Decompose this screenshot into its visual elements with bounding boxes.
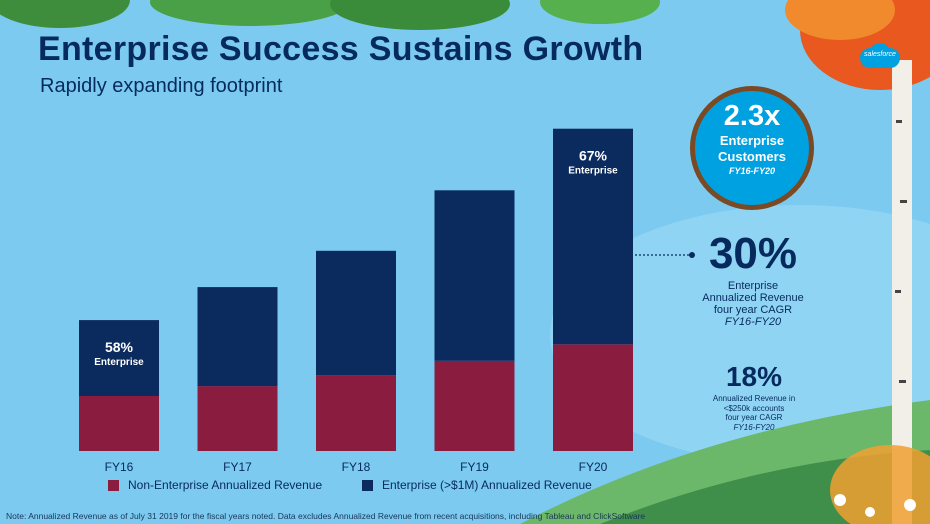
small-accounts-cagr-stat: 18% Annualized Revenue in <$250k account… <box>700 360 808 432</box>
footnote: Note: Annualized Revenue as of July 31 2… <box>6 511 646 521</box>
badge-period: FY16-FY20 <box>728 166 776 176</box>
salesforce-logo: salesforce <box>857 42 903 72</box>
connector-dot <box>689 252 695 258</box>
legend-item-non-enterprise: Non-Enterprise Annualized Revenue <box>108 478 322 492</box>
enterprise-customers-badge: 2.3x Enterprise Customers FY16-FY20 <box>690 86 814 210</box>
stat-line: Annualized Revenue in <box>712 394 796 403</box>
foliage <box>0 0 130 28</box>
badge-value: 2.3x <box>723 100 781 132</box>
legend-label: Non-Enterprise Annualized Revenue <box>128 478 323 492</box>
legend-item-enterprise: Enterprise (>$1M) Annualized Revenue <box>362 478 592 492</box>
bar-enterprise <box>197 287 278 387</box>
birch-trunk <box>892 60 912 524</box>
x-tick-label: FY18 <box>342 460 371 474</box>
bar-non-enterprise <box>197 386 278 451</box>
stat-period: FY16-FY20 <box>733 422 775 432</box>
badge-label: Enterprise Customers <box>718 133 786 164</box>
stat-line: four year CAGR <box>713 304 793 316</box>
cloud-icon <box>860 43 900 68</box>
x-tick-label: FY19 <box>460 460 489 474</box>
data-label-text: Enterprise <box>568 166 618 177</box>
stat-value: 30% <box>708 229 798 278</box>
bar-enterprise <box>316 250 396 376</box>
legend-swatch <box>108 479 119 491</box>
x-tick-label: FY16 <box>105 460 134 474</box>
legend-label: Enterprise (>$1M) Annualized Revenue <box>382 478 592 492</box>
stat-line: <$250k accounts <box>723 403 785 413</box>
bar-non-enterprise <box>434 360 515 451</box>
data-label-percent: 58% <box>105 339 134 355</box>
logo-text: salesforce <box>864 51 896 58</box>
page-title: Enterprise Success Sustains Growth <box>38 30 644 68</box>
bar-non-enterprise <box>79 396 159 451</box>
bar-enterprise <box>79 320 159 396</box>
stat-line: Enterprise <box>727 280 779 292</box>
data-label-text: Enterprise <box>94 357 144 368</box>
legend-swatch <box>362 479 373 491</box>
stat-value: 18% <box>725 361 783 392</box>
bar-non-enterprise <box>553 344 633 451</box>
stat-line: Annualized Revenue <box>702 292 804 304</box>
bar-non-enterprise <box>316 375 396 451</box>
x-tick-label: FY17 <box>223 460 252 474</box>
stat-line: four year CAGR <box>725 413 783 422</box>
x-tick-label: FY20 <box>579 460 608 474</box>
bar-enterprise <box>553 128 633 345</box>
stat-period: FY16-FY20 <box>724 316 782 328</box>
bar-enterprise <box>434 190 515 361</box>
data-label-percent: 67% <box>579 148 608 164</box>
enterprise-cagr-stat: 30% Enterprise Annualized Revenue four y… <box>688 228 818 328</box>
page-subtitle: Rapidly expanding footprint <box>40 75 283 97</box>
